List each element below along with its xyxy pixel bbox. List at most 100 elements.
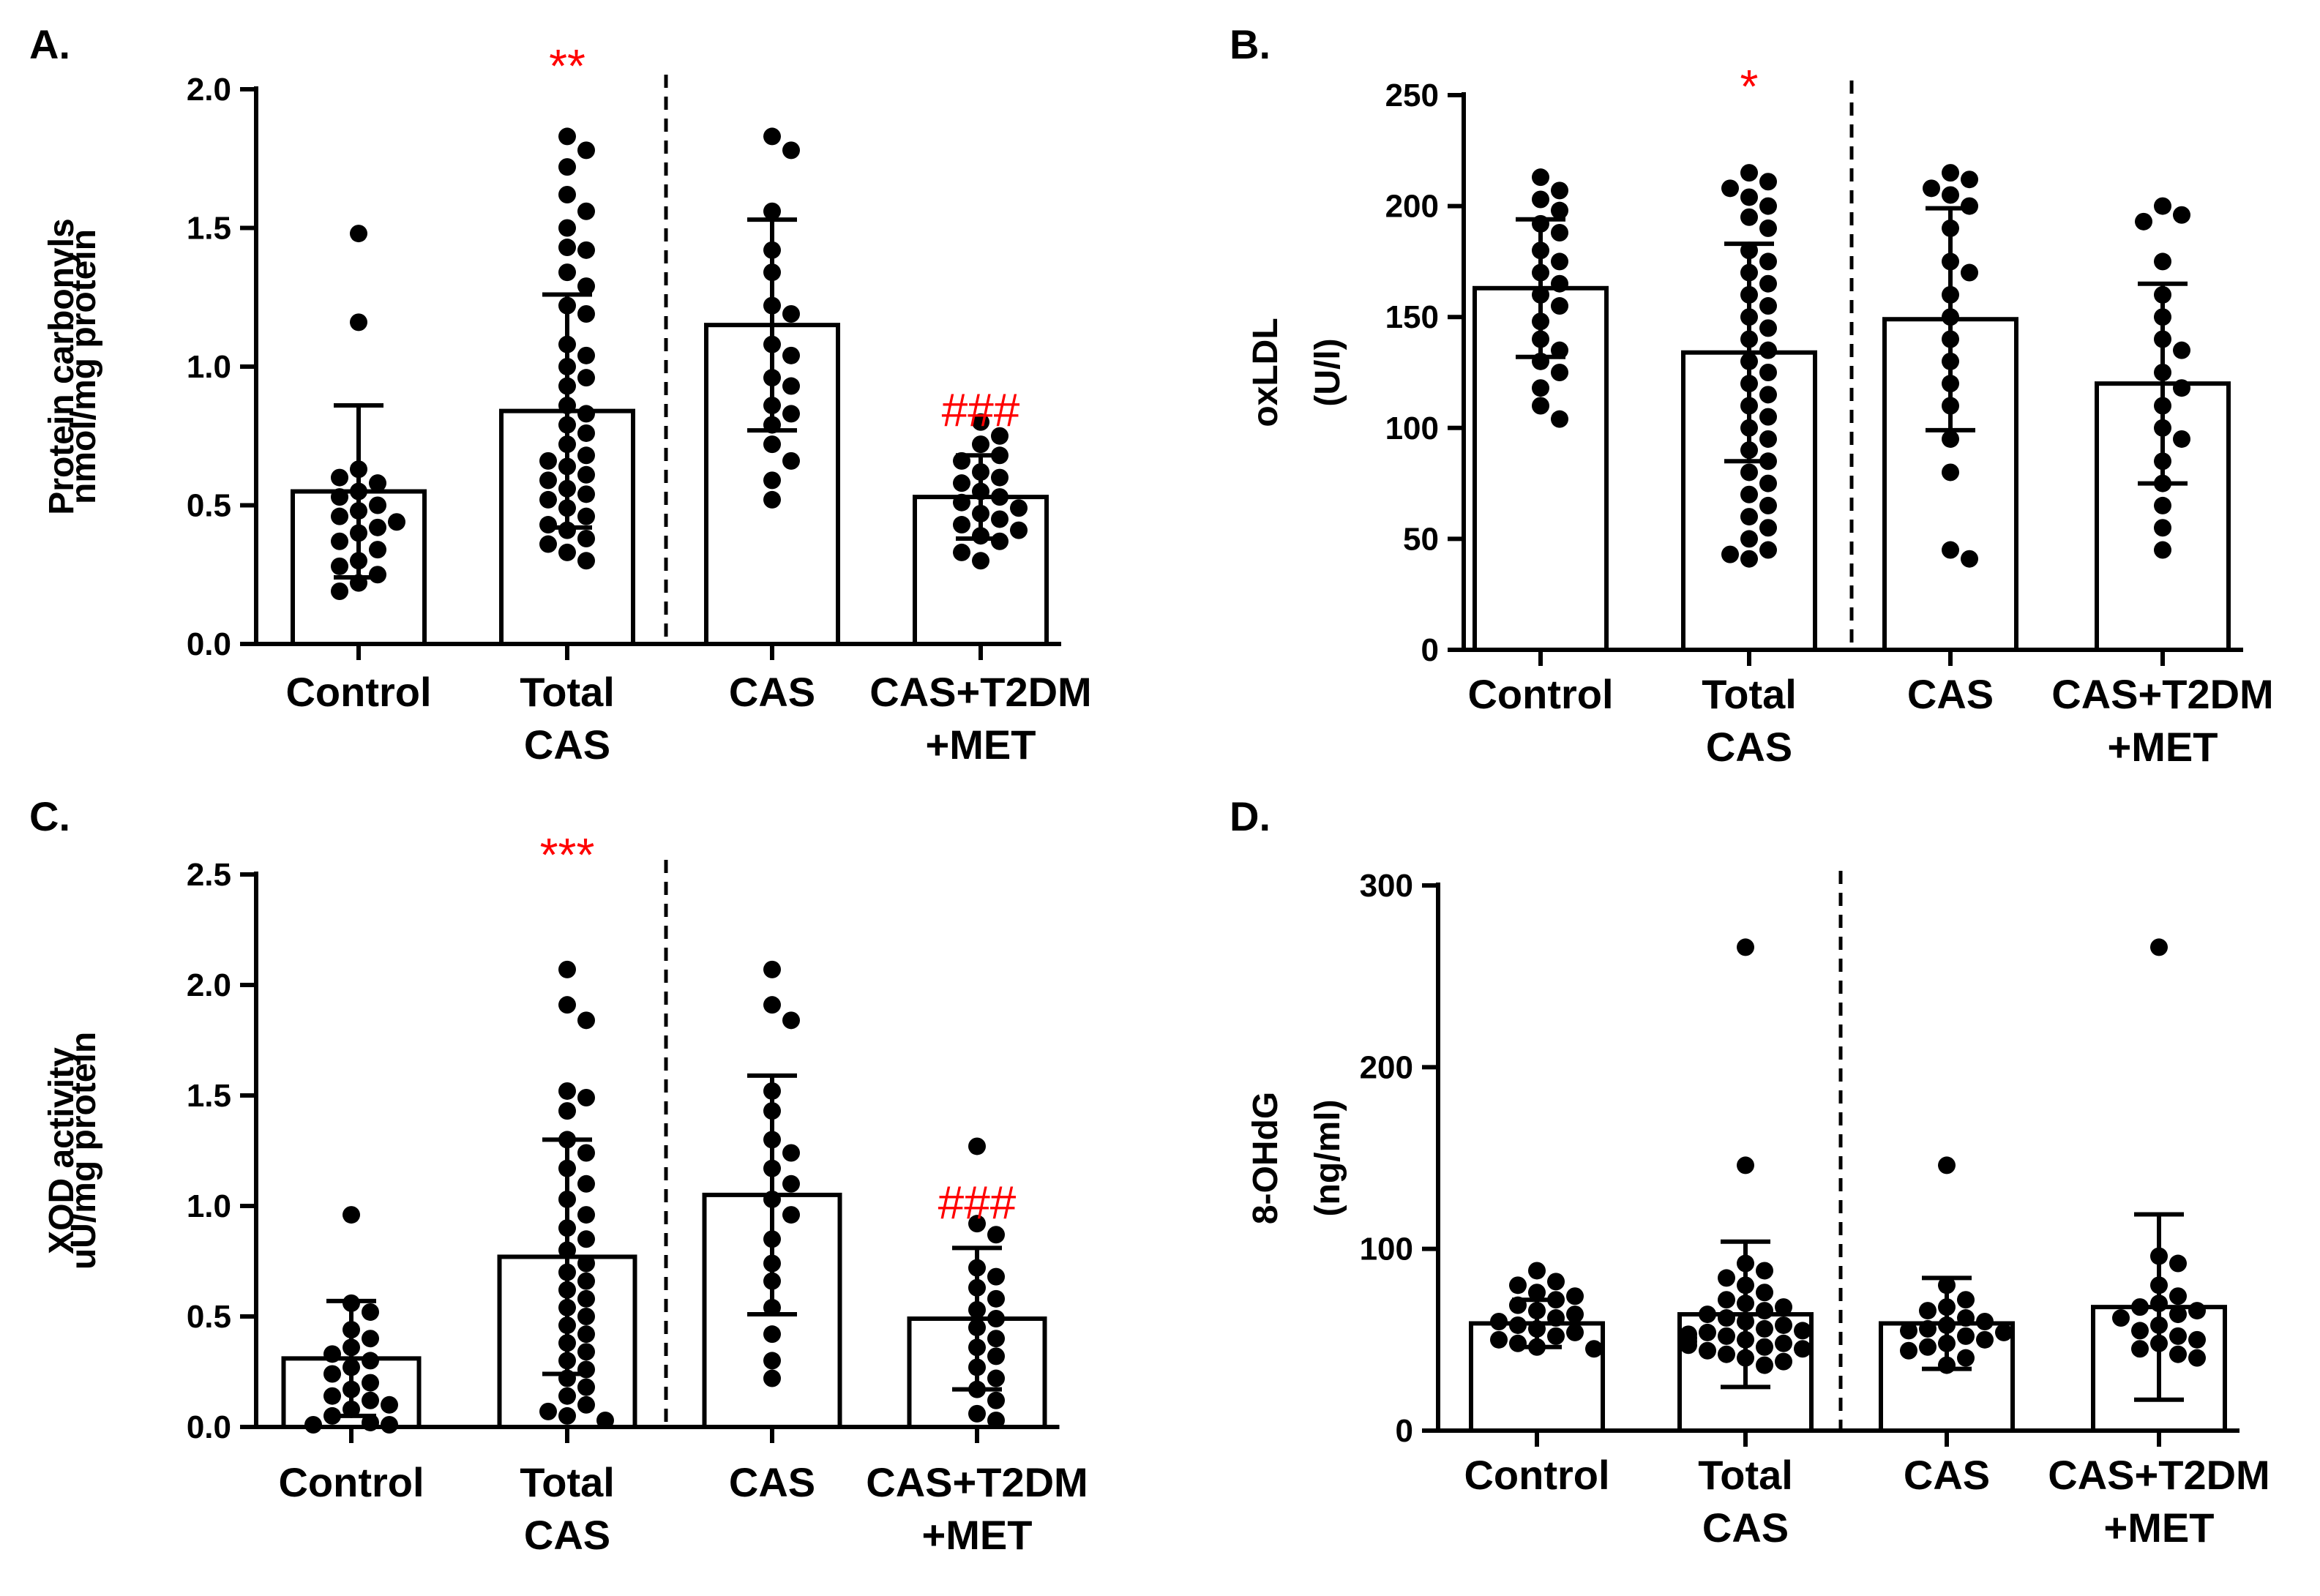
- data-point: [1938, 1276, 1956, 1295]
- data-point: [343, 1294, 360, 1312]
- data-point: [1900, 1341, 1917, 1360]
- data-point: [558, 1263, 576, 1281]
- data-point: [1737, 1254, 1754, 1273]
- data-point: [577, 1206, 595, 1224]
- x-tick-label: Control: [1464, 1452, 1609, 1498]
- y-axis-label: oxLDL: [1246, 318, 1285, 427]
- data-point: [558, 1102, 576, 1120]
- data-point: [1740, 241, 1758, 260]
- data-point: [1759, 452, 1777, 471]
- data-point: [1942, 219, 1959, 237]
- panel-letter: C.: [29, 793, 70, 839]
- data-point: [1923, 179, 1940, 198]
- data-point: [991, 446, 1009, 465]
- data-point: [1759, 274, 1777, 293]
- data-point: [577, 1230, 595, 1248]
- data-point: [972, 463, 989, 482]
- data-point: [558, 1241, 576, 1259]
- data-point: [331, 532, 348, 550]
- data-point: [1737, 1349, 1754, 1367]
- data-point: [577, 1308, 595, 1325]
- x-tick-label: CAS: [524, 722, 610, 768]
- data-point: [558, 296, 576, 315]
- data-point: [558, 435, 576, 454]
- data-point: [2150, 1295, 2168, 1313]
- data-point: [2154, 452, 2171, 471]
- data-point: [369, 541, 386, 559]
- x-tick-label: CAS: [1706, 724, 1792, 770]
- data-point: [558, 479, 576, 498]
- data-point: [763, 1102, 781, 1120]
- data-point: [558, 416, 576, 434]
- data-point: [1551, 410, 1568, 428]
- data-point: [1919, 1319, 1937, 1338]
- data-point: [369, 496, 386, 514]
- data-point: [1942, 252, 1959, 271]
- y-axis-label: XOD activity: [42, 1047, 81, 1254]
- data-point: [987, 1411, 1005, 1429]
- data-point: [968, 1380, 986, 1398]
- data-point: [1961, 171, 1978, 189]
- y-tick-label: 1.0: [187, 1188, 231, 1224]
- y-axis-label: (ng/ml): [1309, 1100, 1347, 1217]
- data-point: [558, 335, 576, 353]
- x-tick-label: CAS: [524, 1512, 610, 1558]
- data-point: [1961, 197, 1978, 215]
- data-point: [2150, 938, 2168, 956]
- data-point: [1740, 285, 1758, 304]
- data-point: [1740, 397, 1758, 415]
- data-point: [1938, 1316, 1956, 1334]
- data-point: [577, 485, 595, 503]
- data-point: [972, 552, 989, 570]
- data-point: [323, 1345, 341, 1363]
- data-point: [1680, 1336, 1697, 1355]
- data-point: [763, 1272, 781, 1290]
- data-point: [1547, 1309, 1565, 1327]
- data-point: [558, 186, 576, 204]
- data-point: [577, 1360, 595, 1379]
- data-point: [968, 1338, 986, 1357]
- data-point: [577, 465, 595, 484]
- x-tick-label: Control: [278, 1459, 424, 1505]
- data-point: [331, 582, 348, 600]
- y-tick-label: 2.0: [187, 72, 231, 108]
- data-point: [558, 521, 576, 539]
- data-point: [968, 1137, 986, 1155]
- data-point: [1942, 375, 1959, 393]
- data-point: [1942, 397, 1959, 415]
- data-point: [577, 529, 595, 547]
- y-tick-label: 100: [1385, 411, 1439, 446]
- data-point: [953, 543, 970, 561]
- data-point: [2154, 474, 2171, 492]
- data-point: [972, 435, 989, 454]
- data-point: [968, 1215, 986, 1233]
- data-point: [782, 1174, 800, 1193]
- data-point: [1756, 1302, 1773, 1320]
- data-point: [577, 241, 595, 259]
- y-axis-label: (U/l): [1309, 338, 1347, 406]
- x-tick-label: CAS: [729, 669, 815, 715]
- data-point: [1942, 463, 1959, 482]
- data-point: [782, 1011, 800, 1030]
- data-point: [2150, 1334, 2168, 1352]
- data-point: [1942, 285, 1959, 304]
- y-tick-label: 2.0: [187, 967, 231, 1003]
- data-point: [304, 1415, 322, 1434]
- data-point: [763, 296, 781, 315]
- data-point: [577, 552, 595, 570]
- data-point: [1740, 352, 1758, 370]
- data-point: [1551, 181, 1568, 200]
- data-point: [1551, 297, 1568, 315]
- data-point: [577, 1378, 595, 1396]
- data-point: [1938, 1298, 1956, 1316]
- data-point: [763, 1230, 781, 1248]
- data-point: [1938, 1334, 1956, 1352]
- data-point: [1532, 285, 1549, 304]
- data-point: [558, 1190, 576, 1208]
- data-point: [972, 504, 989, 522]
- data-point: [369, 474, 386, 492]
- data-point: [763, 397, 781, 415]
- data-point: [1961, 550, 1978, 568]
- data-point: [763, 1159, 781, 1177]
- y-tick-label: 0: [1421, 632, 1439, 668]
